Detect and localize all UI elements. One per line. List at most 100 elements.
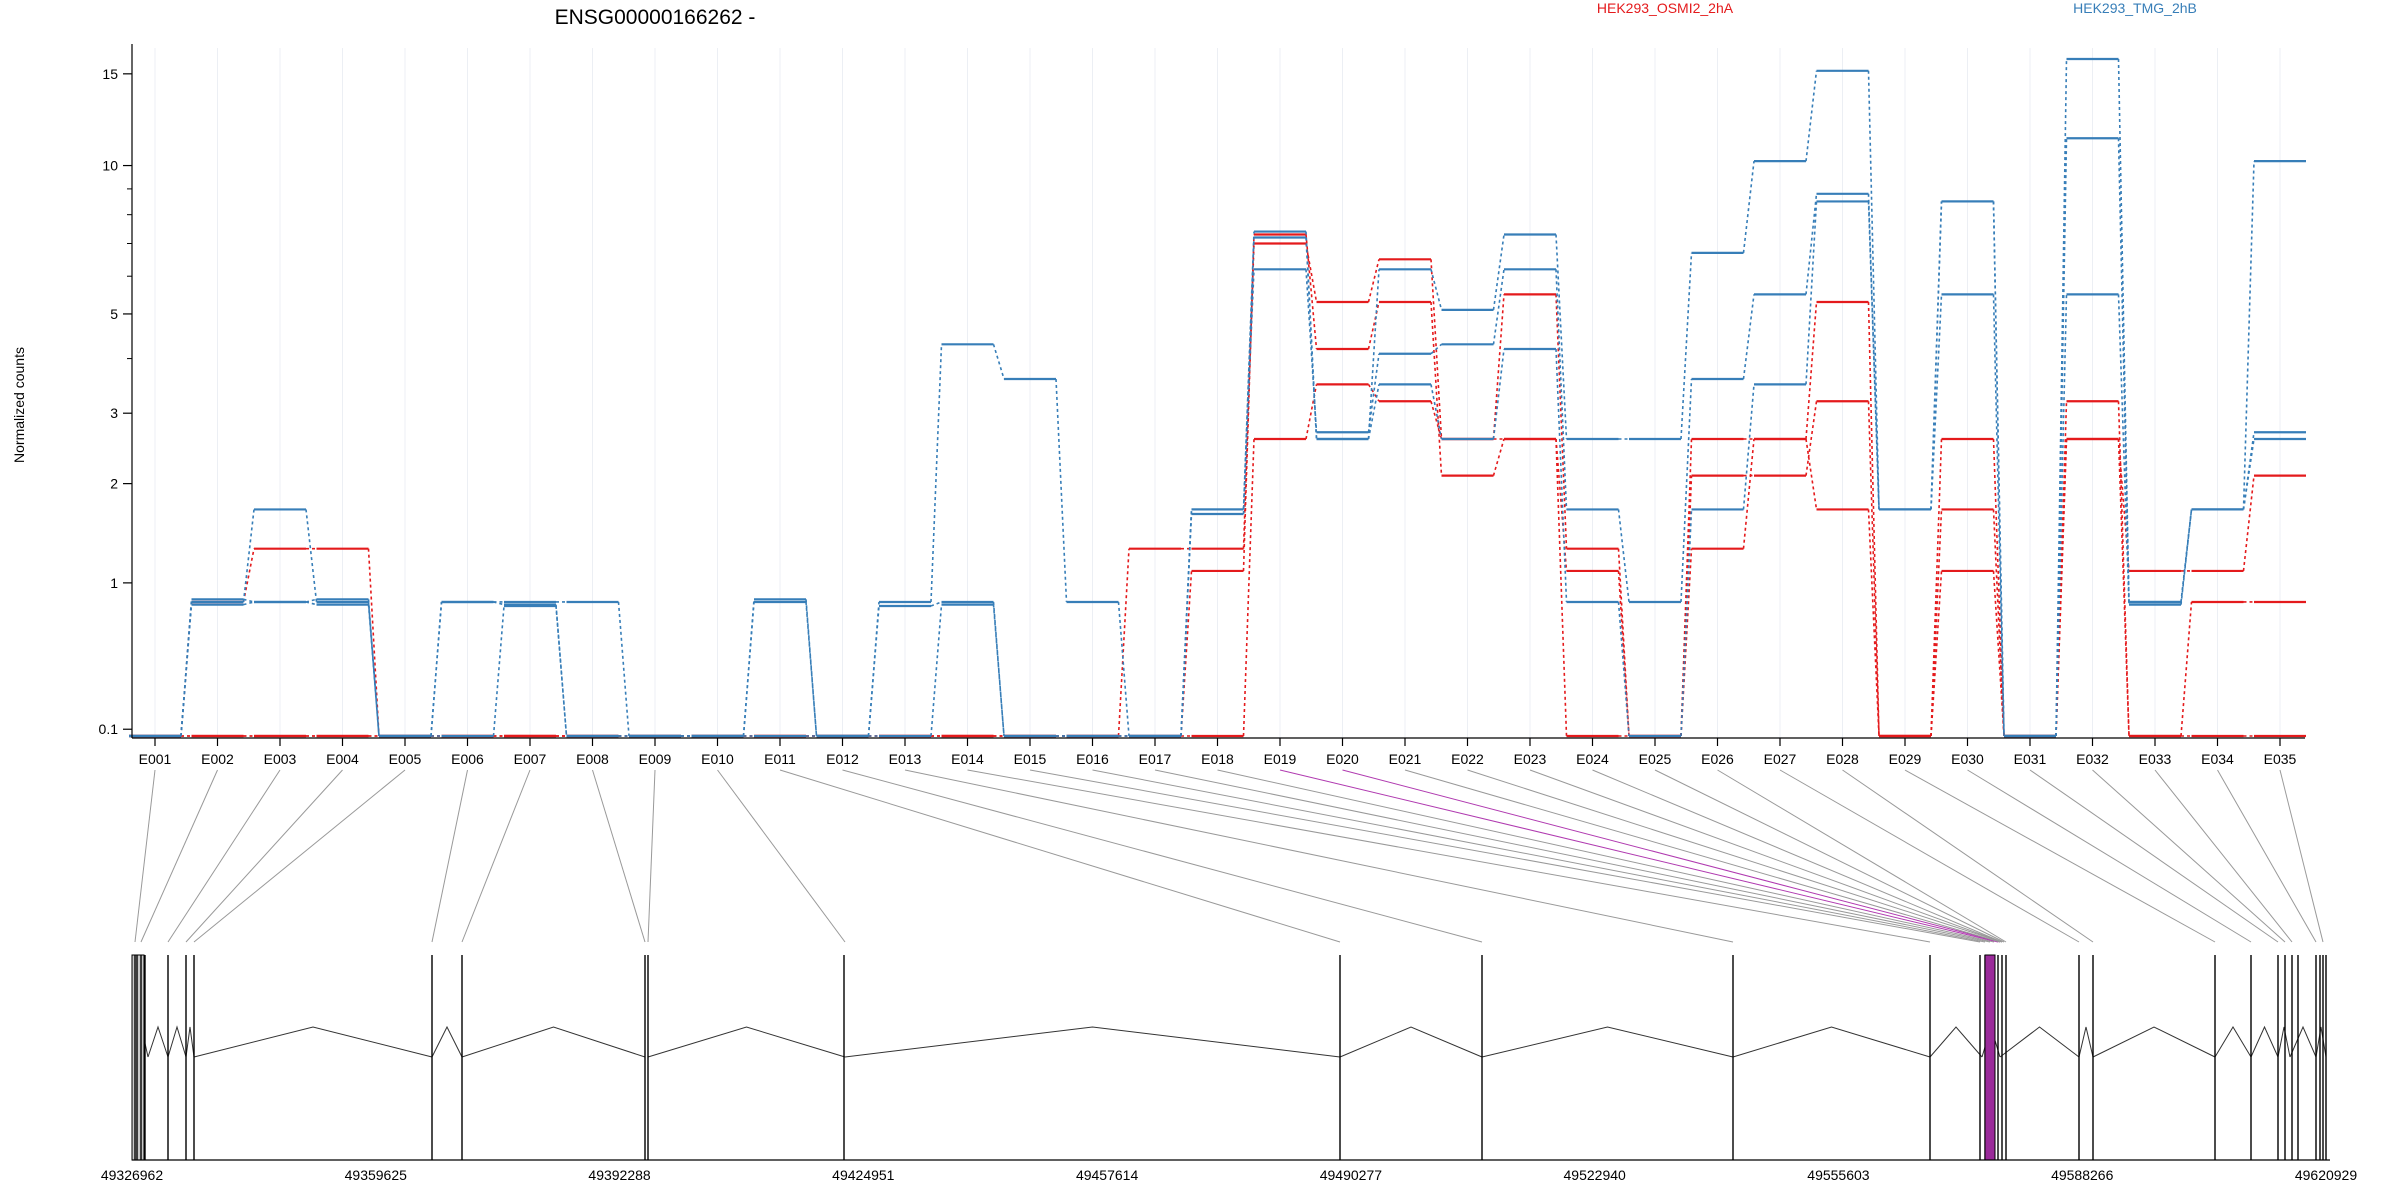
series-0-link (1805, 301, 1818, 440)
genomic-tick-label: 49588266 (2051, 1167, 2114, 1183)
series-1-link (2117, 401, 2130, 737)
series-0-link (1117, 548, 1130, 737)
series-4-link (1742, 294, 1755, 380)
x-tick-label: E018 (1201, 751, 1234, 767)
intron-arc (461, 1026, 646, 1058)
series-1-link (2180, 601, 2193, 737)
x-tick-label: E022 (1451, 751, 1484, 767)
genomic-tick-label: 49457614 (1076, 1167, 1139, 1183)
series-3-link (1367, 269, 1380, 440)
intron-arc (2078, 1026, 2094, 1058)
x-tick-label: E020 (1326, 751, 1359, 767)
series-4-link (1617, 509, 1630, 603)
intron-arc (185, 1026, 195, 1058)
intron-arc (2092, 1026, 2216, 1058)
intron-arc (193, 1026, 433, 1058)
connector-E023 (1529, 769, 2003, 943)
series-5-link (180, 604, 193, 737)
y-tick-label: 5 (110, 306, 118, 322)
series-5-link (243, 601, 255, 606)
intron-arc (647, 1026, 846, 1058)
exon-connector-lines (134, 769, 2324, 943)
series-4-link (1992, 201, 2005, 737)
series-2-link (2117, 438, 2130, 737)
connector-E016 (1092, 769, 1986, 943)
connector-E011 (779, 769, 1341, 943)
series-0-link (1305, 243, 1318, 303)
series-4-link (2117, 138, 2130, 602)
series-1-link (1367, 301, 1380, 350)
series-5-link (1242, 237, 1255, 515)
series-3-link (1742, 161, 1755, 253)
x-tick-label: E008 (576, 751, 609, 767)
x-tick-label: E013 (889, 751, 922, 767)
series-4-link (1367, 353, 1380, 433)
x-tick-label: E017 (1139, 751, 1172, 767)
series-lines (129, 57, 2306, 738)
series-4-link (1242, 269, 1255, 510)
x-tick-label: E034 (2201, 751, 2234, 767)
x-tick-label: E001 (139, 751, 172, 767)
connector-E021 (1404, 769, 2001, 943)
x-tick-label: E023 (1514, 751, 1547, 767)
intron-arc (1339, 1026, 1483, 1058)
series-5-link (2117, 294, 2130, 605)
series-3-link (930, 344, 943, 602)
y-axis-label: Normalized counts (11, 347, 27, 463)
x-tick-label: E002 (201, 751, 234, 767)
series-5-link (1305, 237, 1318, 440)
connector-E009 (647, 769, 656, 943)
connector-E034 (2217, 769, 2317, 943)
y-tick-label: 0.1 (99, 721, 119, 737)
intron-arc (1999, 1026, 2080, 1058)
connector-E035 (2279, 769, 2324, 943)
series-3-link (992, 344, 1005, 380)
x-tick-label: E004 (326, 751, 359, 767)
series-5 (129, 200, 2306, 738)
x-tick-label: E031 (2014, 751, 2047, 767)
connector-E027 (1779, 769, 2080, 943)
connector-E013 (904, 769, 1734, 943)
series-1-link (1492, 438, 1505, 476)
series-3-link (1805, 70, 1818, 162)
series-1-link (1805, 401, 1818, 476)
x-tick-label: E007 (514, 751, 547, 767)
series-2-link (1742, 438, 1755, 549)
y-tick-label: 15 (102, 66, 118, 82)
series-4-link (1555, 269, 1568, 510)
y-tick-label: 1 (110, 575, 118, 591)
x-tick-label: E024 (1576, 751, 1609, 767)
connector-E004 (185, 769, 343, 943)
series-5-link (1180, 513, 1193, 737)
x-tick-label: E009 (639, 751, 672, 767)
connector-E025 (1654, 769, 2005, 943)
intron-arc (2315, 1026, 2327, 1058)
intron-arc (2289, 1025, 2317, 1058)
y-axis: 0.1 1 2 3 5 10 15 (99, 44, 133, 738)
series-5-link (555, 605, 568, 737)
legend-label-osmi: HEK293_OSMI2_2hA (1597, 0, 1734, 16)
series-4-link (742, 599, 755, 737)
series-5-link (2055, 294, 2068, 737)
intron-arc (167, 1025, 187, 1058)
genomic-tick-label: 49522940 (1564, 1167, 1627, 1183)
series-3-link (242, 509, 255, 603)
exon-block-highlight (1984, 954, 1996, 1161)
series-3-link (305, 509, 318, 603)
connector-E031 (2029, 769, 2279, 943)
x-tick-label: E015 (1014, 751, 1047, 767)
chart-title: ENSG00000166262 - (555, 6, 756, 29)
x-tick-label: E012 (826, 751, 859, 767)
x-tick-label: E019 (1264, 751, 1297, 767)
series-4-link (1680, 378, 1693, 603)
connector-E033 (2154, 769, 2293, 943)
series-5-link (492, 605, 505, 737)
connector-E018 (1217, 769, 1995, 943)
connector-E008 (592, 769, 646, 943)
x-tick-label: E006 (451, 751, 484, 767)
connector-E007 (461, 769, 531, 943)
series-5-link (367, 604, 380, 737)
series-1-link (1305, 234, 1318, 350)
connector-E020 (1342, 769, 2001, 943)
